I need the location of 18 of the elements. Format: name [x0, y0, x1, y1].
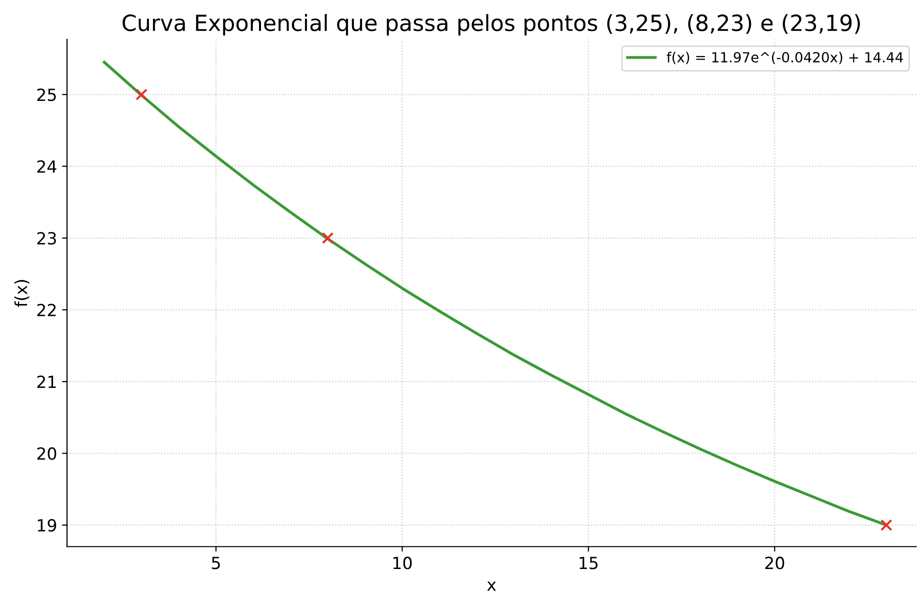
x-axis-title: x [487, 582, 496, 591]
y-tick-label: 21 [37, 376, 56, 388]
point [880, 519, 892, 532]
chart-title: Curva Exponencial que passa pelos pontos (3,25), (8,23) e (23,19) [122, 14, 860, 36]
y-tick-label: 25 [37, 88, 56, 102]
y-tick-label: 22 [37, 304, 56, 316]
y-tick-label: 24 [37, 160, 56, 173]
point [136, 88, 148, 100]
legend-label: f(x) = 11.97e^(-0.0420x) + 14.44 [666, 52, 903, 64]
x-tick-label: 20 [765, 556, 784, 570]
x-tick-label: 15 [580, 556, 598, 570]
x-tick-label: 10 [393, 556, 412, 570]
y-tick-label: 23 [37, 232, 56, 245]
x-tick-label: 5 [212, 556, 220, 570]
point [322, 232, 334, 244]
y-tick-label: 20 [37, 447, 56, 460]
y-axis-title: f(x) [14, 280, 30, 307]
y-tick-label: 19 [38, 519, 56, 532]
